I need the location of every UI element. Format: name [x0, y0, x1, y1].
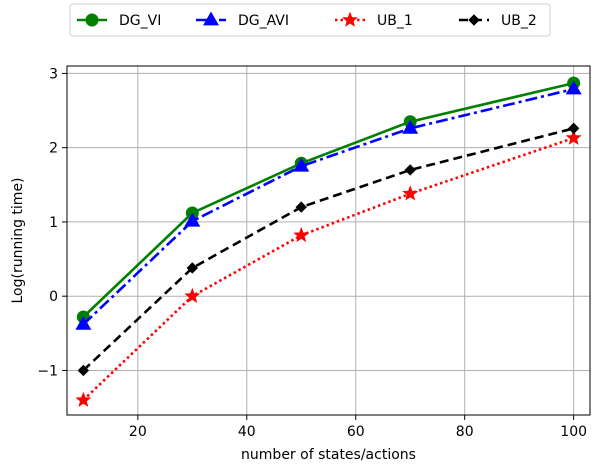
legend-marker [203, 11, 219, 26]
legend-entry: UB_1 [335, 11, 413, 29]
data-point [402, 185, 419, 201]
x-tick-label: 100 [560, 424, 587, 440]
legend-entry: DG_AVI [196, 11, 289, 29]
y-tick-label: −1 [37, 363, 58, 379]
legend: DG_VI DG_AVI UB_1 UB_2 [69, 3, 551, 37]
grid-lines [67, 66, 590, 415]
legend-entry: UB_2 [459, 13, 537, 29]
y-tick-label: 0 [49, 289, 58, 305]
data-point [295, 201, 307, 213]
y-axis-ticks: −1 0 1 2 3 [37, 66, 67, 379]
legend-label: DG_VI [119, 13, 161, 29]
y-tick-label: 3 [49, 66, 58, 82]
series-dg-vi [76, 76, 581, 324]
data-point [77, 364, 90, 377]
data-point [75, 315, 92, 330]
legend-marker [85, 13, 99, 27]
data-point [565, 80, 582, 95]
series-ub-2 [77, 122, 580, 377]
data-point [184, 287, 201, 303]
series-ub-1 [75, 129, 582, 407]
legend-marker [468, 14, 480, 26]
legend-entry: DG_VI [77, 13, 161, 29]
series-line [82, 127, 575, 372]
y-tick-label: 1 [49, 215, 58, 231]
data-point [404, 164, 416, 176]
y-tick-label: 2 [49, 141, 58, 157]
x-tick-label: 80 [456, 424, 474, 440]
legend-label: UB_2 [501, 13, 537, 29]
plot-frame [66, 65, 591, 416]
series-layer [75, 76, 582, 407]
x-tick-label: 40 [238, 424, 256, 440]
x-tick-label: 60 [347, 424, 365, 440]
legend-label: DG_AVI [238, 13, 289, 29]
data-point [293, 226, 310, 243]
series-line [82, 81, 574, 318]
data-point [293, 157, 310, 172]
x-axis-ticks: 20 40 60 80 100 [129, 415, 587, 440]
series-dg-avi [75, 80, 582, 330]
data-point [186, 262, 199, 274]
data-point [402, 119, 419, 134]
legend-box [69, 3, 551, 37]
x-axis-label: number of states/actions [241, 447, 416, 463]
series-line [82, 136, 575, 402]
legend-marker [342, 11, 358, 27]
y-axis-label: Log(running time) [10, 177, 26, 303]
series-line [82, 87, 575, 326]
data-point [565, 129, 582, 145]
data-point [567, 122, 580, 135]
data-point [75, 391, 92, 407]
x-tick-label: 20 [129, 424, 147, 440]
data-point [184, 212, 201, 227]
legend-label: UB_1 [377, 13, 413, 29]
